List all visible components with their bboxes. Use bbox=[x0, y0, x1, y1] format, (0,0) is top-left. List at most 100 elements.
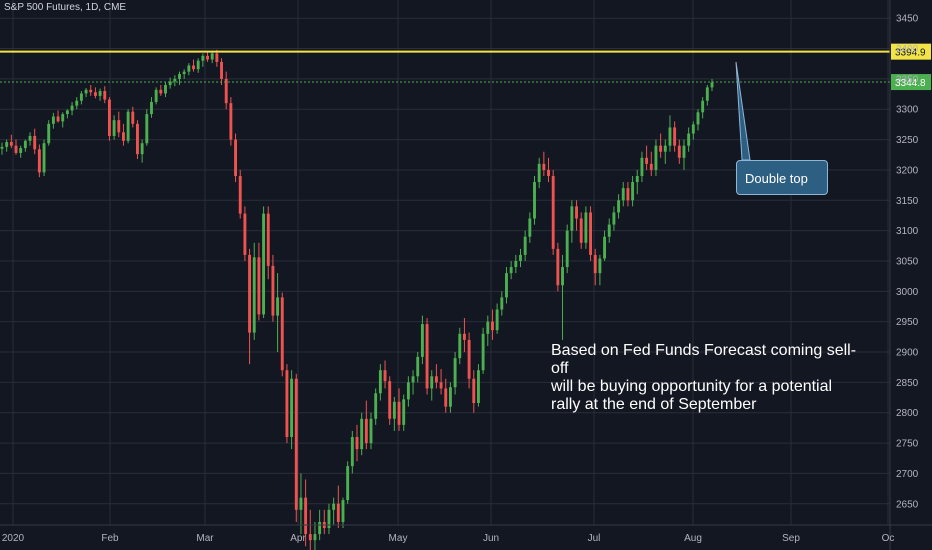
candle-body bbox=[192, 65, 195, 70]
y-tick-label: 3000 bbox=[896, 287, 919, 298]
candle-body bbox=[89, 89, 93, 93]
candle-body bbox=[649, 163, 653, 170]
y-axis: 3450 3400 3350 3300 3250 3200 3150 3100 3050 3000… bbox=[889, 0, 919, 550]
x-tick-label: Oc bbox=[882, 533, 895, 544]
candle-body bbox=[701, 100, 705, 113]
candle-body bbox=[626, 188, 630, 201]
candle-body bbox=[112, 120, 116, 136]
y-tick-label: 3400 bbox=[896, 44, 919, 55]
candle-body bbox=[579, 218, 583, 243]
candle-body bbox=[131, 111, 135, 124]
candle-body bbox=[28, 135, 32, 141]
candle-body bbox=[201, 55, 205, 61]
candle-body bbox=[467, 339, 471, 379]
y-tick-label: 3350 bbox=[896, 74, 919, 85]
candle-body bbox=[350, 436, 354, 467]
candle-body bbox=[33, 135, 37, 150]
candle-body bbox=[252, 257, 256, 333]
candle-body bbox=[392, 401, 396, 419]
candle-body bbox=[505, 273, 508, 298]
candle-body bbox=[266, 213, 270, 266]
candle-body bbox=[51, 116, 55, 124]
candle-body bbox=[598, 258, 602, 274]
candle-body bbox=[341, 500, 345, 522]
candle-body bbox=[9, 142, 13, 146]
candle-body bbox=[276, 297, 280, 316]
candle-body bbox=[42, 143, 46, 173]
candle-body bbox=[607, 224, 611, 237]
candle-body bbox=[570, 206, 574, 231]
candle-body bbox=[84, 89, 88, 94]
candle-body bbox=[206, 55, 209, 60]
candle-body bbox=[243, 213, 247, 255]
x-tick-label: Jul bbox=[588, 533, 601, 544]
candle-body bbox=[75, 100, 79, 106]
candle-body bbox=[705, 87, 709, 101]
candle-body bbox=[710, 82, 714, 88]
levels: 3394.9 3344.8 bbox=[0, 43, 931, 91]
y-tick-label: 2850 bbox=[896, 378, 919, 389]
candle-body bbox=[19, 148, 23, 153]
candle-body bbox=[154, 89, 158, 102]
candle-body bbox=[126, 111, 130, 141]
candle-body bbox=[621, 188, 625, 201]
candle-body bbox=[434, 376, 438, 383]
candle-body bbox=[173, 78, 177, 82]
candle-body bbox=[117, 120, 121, 133]
candle-body bbox=[187, 65, 191, 72]
y-tick-label: 3250 bbox=[896, 135, 919, 146]
candle-body bbox=[271, 265, 275, 316]
candle-body bbox=[47, 123, 51, 144]
candle-body bbox=[196, 60, 200, 70]
candle-body bbox=[668, 127, 672, 146]
candle-body bbox=[402, 399, 406, 425]
candle-body bbox=[397, 401, 401, 425]
candle-body bbox=[79, 93, 83, 101]
candle-body bbox=[617, 200, 621, 213]
candle-body bbox=[659, 145, 663, 152]
candle-body bbox=[61, 114, 65, 122]
candle-body bbox=[262, 213, 266, 315]
y-tick-label: 3050 bbox=[896, 256, 919, 267]
candle-body bbox=[220, 61, 223, 79]
candle-body bbox=[14, 145, 18, 153]
candle-body bbox=[509, 267, 513, 274]
candle-body bbox=[472, 378, 476, 404]
candle-body bbox=[285, 370, 289, 437]
candle-body bbox=[388, 381, 392, 419]
candle-body bbox=[164, 84, 167, 94]
candle-body bbox=[93, 92, 97, 96]
candle-body bbox=[444, 388, 448, 407]
candle-body bbox=[308, 534, 312, 541]
candle-body bbox=[327, 509, 331, 529]
candle-body bbox=[448, 387, 452, 407]
double-top-callout: Double top bbox=[736, 160, 828, 195]
candle-body bbox=[0, 146, 4, 149]
candle-body bbox=[453, 358, 457, 388]
candle-body bbox=[346, 466, 350, 501]
candle-body bbox=[645, 157, 649, 164]
candle-body bbox=[140, 143, 144, 155]
candle-body bbox=[374, 393, 378, 419]
candle-body bbox=[406, 382, 410, 400]
candle-body bbox=[5, 142, 9, 147]
candle-body bbox=[290, 378, 294, 437]
x-tick-label: 2020 bbox=[2, 533, 25, 544]
candle-body bbox=[556, 248, 560, 286]
candle-body bbox=[332, 503, 336, 510]
candles bbox=[0, 49, 714, 550]
x-tick-label: Mar bbox=[196, 533, 214, 544]
x-tick-label: Aug bbox=[684, 533, 702, 544]
candle-body bbox=[687, 133, 691, 146]
candle-body bbox=[654, 145, 658, 170]
candle-body bbox=[682, 145, 686, 158]
candle-body bbox=[500, 297, 504, 310]
candle-body bbox=[294, 378, 298, 510]
y-tick-label: 3300 bbox=[896, 105, 919, 116]
candle-body bbox=[383, 370, 387, 382]
last-price-tag bbox=[891, 74, 931, 91]
candle-body bbox=[304, 497, 308, 535]
grid bbox=[0, 0, 890, 525]
candle-body bbox=[37, 149, 41, 173]
candle-body bbox=[593, 254, 597, 274]
